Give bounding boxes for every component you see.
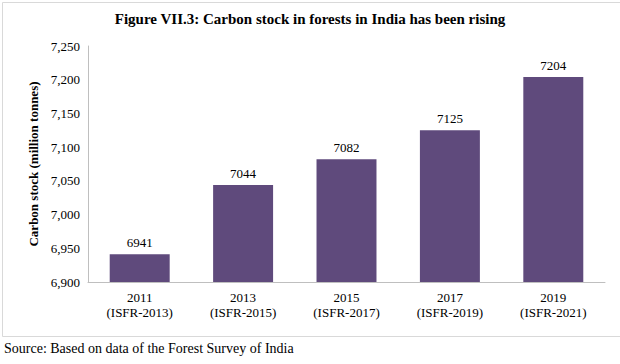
svg-text:(ISFR-2015): (ISFR-2015) — [210, 305, 276, 320]
svg-text:7044: 7044 — [230, 166, 257, 181]
svg-text:(ISFR-2013): (ISFR-2013) — [106, 305, 172, 320]
svg-text:7,000: 7,000 — [51, 207, 80, 222]
svg-text:2017: 2017 — [437, 290, 464, 305]
svg-text:6,950: 6,950 — [51, 241, 80, 256]
svg-text:2013: 2013 — [230, 290, 256, 305]
svg-text:7,250: 7,250 — [51, 39, 80, 54]
svg-text:(ISFR-2021): (ISFR-2021) — [520, 305, 586, 320]
svg-text:7,050: 7,050 — [51, 173, 80, 188]
svg-text:Carbon stock (million tonnes): Carbon stock (million tonnes) — [26, 81, 41, 246]
svg-text:Figure VII.3: Carbon stock in: Figure VII.3: Carbon stock in forests in… — [115, 11, 506, 27]
svg-text:6,900: 6,900 — [51, 275, 80, 290]
svg-text:7204: 7204 — [540, 58, 567, 73]
svg-text:7,150: 7,150 — [51, 106, 80, 121]
svg-text:2015: 2015 — [334, 290, 360, 305]
svg-text:6941: 6941 — [127, 235, 153, 250]
svg-text:7125: 7125 — [437, 111, 463, 126]
svg-text:7082: 7082 — [334, 140, 360, 155]
svg-text:Source: Based on data of the F: Source: Based on data of the Forest Surv… — [4, 341, 294, 356]
svg-text:7,200: 7,200 — [51, 72, 80, 87]
svg-text:2019: 2019 — [540, 290, 566, 305]
svg-text:2011: 2011 — [127, 290, 153, 305]
svg-text:7,100: 7,100 — [51, 140, 80, 155]
svg-text:(ISFR-2019): (ISFR-2019) — [417, 305, 483, 320]
svg-text:(ISFR-2017): (ISFR-2017) — [313, 305, 379, 320]
